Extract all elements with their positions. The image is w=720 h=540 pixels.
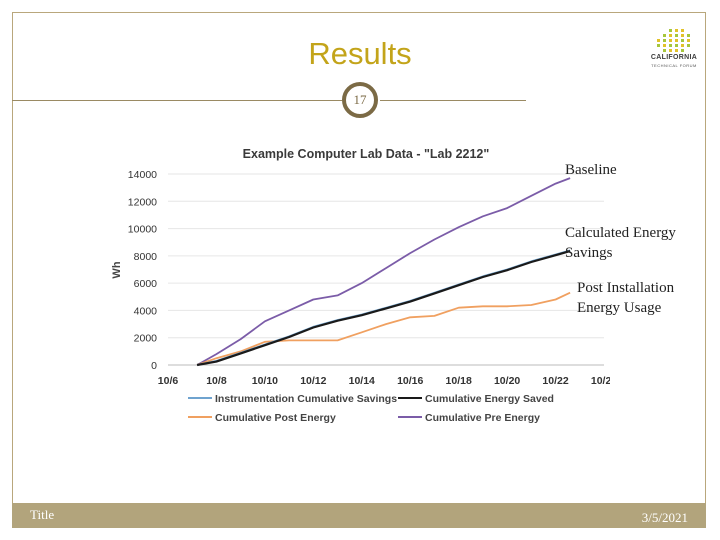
line-chart: Example Computer Lab Data - "Lab 2212" W… — [108, 140, 610, 430]
x-tick-label: 10/22 — [542, 375, 568, 387]
legend-label: Cumulative Energy Saved — [425, 393, 554, 405]
annotation-savings: Calculated Energy Savings — [565, 225, 676, 261]
x-tick-label: 10/6 — [158, 375, 179, 387]
y-tick-label: 12000 — [128, 196, 157, 208]
logo-text-california: CALIFORNIA — [650, 54, 698, 61]
series-line-pre — [196, 177, 571, 366]
x-tick-label: 10/16 — [397, 375, 423, 387]
footer-date: 3/5/2021 — [641, 510, 688, 525]
y-tick-label: 8000 — [134, 251, 158, 263]
annotation-baseline: Baseline — [565, 162, 617, 178]
title-rule-right — [380, 100, 526, 101]
y-tick-label: 6000 — [134, 278, 158, 290]
annotation-post-installation: Post Installation Energy Usage — [577, 280, 675, 316]
title-rule-left — [12, 100, 342, 101]
x-tick-label: 10/20 — [494, 375, 520, 387]
y-tick-label: 10000 — [128, 224, 157, 236]
footer-title: Title — [30, 507, 55, 522]
x-tick-label: 10/12 — [300, 375, 326, 387]
chart-title: Example Computer Lab Data - "Lab 2212" — [243, 147, 490, 161]
california-forum-logo-icon — [657, 29, 690, 52]
x-tick-label: 10/18 — [446, 375, 472, 387]
series-line-energy_saved — [196, 250, 571, 367]
legend-label: Instrumentation Cumulative Savings — [215, 393, 397, 405]
series-line-post — [196, 291, 571, 366]
slide-title: Results — [308, 36, 412, 71]
y-tick-label: 0 — [151, 360, 157, 372]
logo-text-forum: TECHNICAL FORUM — [651, 63, 697, 68]
legend-label: Cumulative Pre Energy — [425, 412, 540, 424]
y-tick-label: 4000 — [134, 305, 158, 317]
x-tick-label: 10/8 — [206, 375, 227, 387]
y-tick-label: 2000 — [134, 333, 158, 345]
y-axis-label: Wh — [111, 261, 123, 278]
footer-bar — [12, 503, 706, 528]
x-tick-label: 10/10 — [252, 375, 278, 387]
y-tick-label: 14000 — [128, 169, 157, 181]
page-number-badge: 17 — [342, 82, 378, 118]
x-tick-label: 10/14 — [349, 375, 375, 387]
legend-label: Cumulative Post Energy — [215, 412, 336, 424]
x-tick-label: 10/24 — [591, 375, 610, 387]
